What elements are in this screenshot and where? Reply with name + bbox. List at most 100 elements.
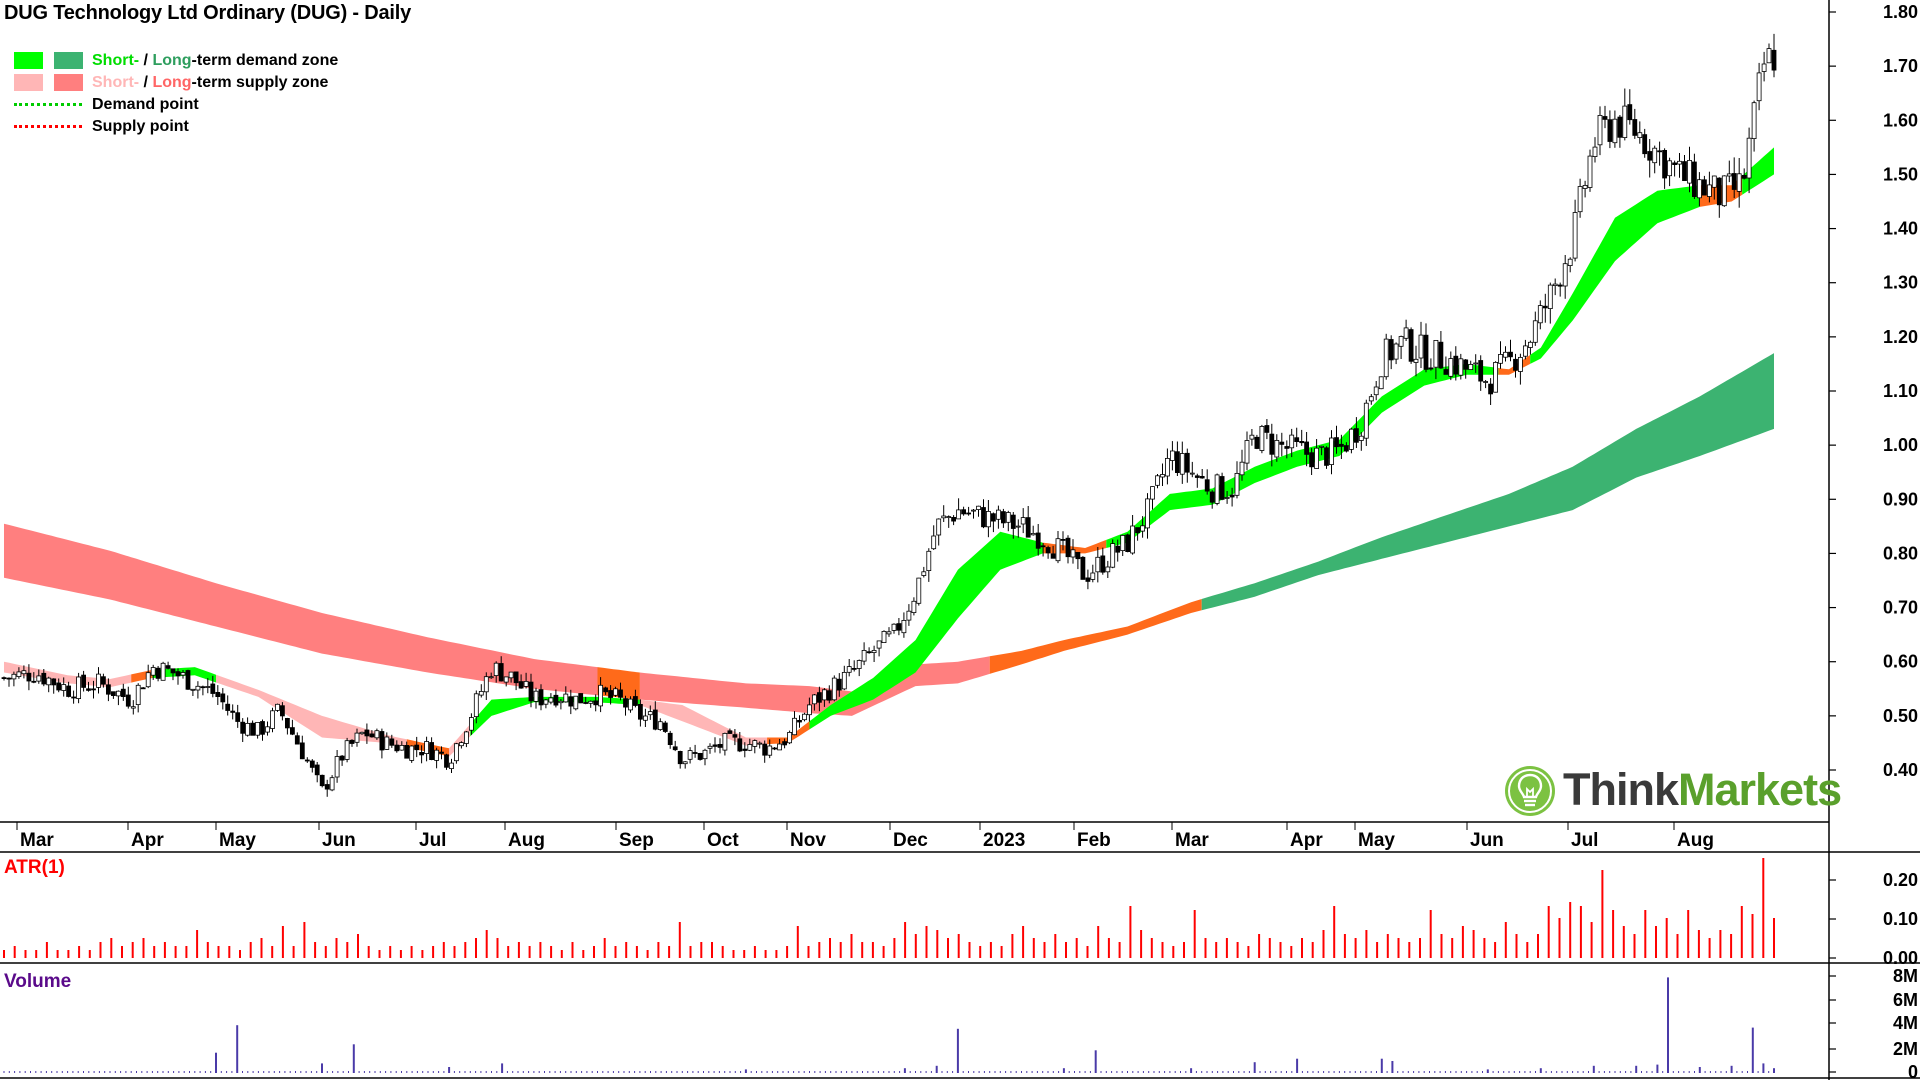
candle-body (1508, 351, 1513, 358)
candle-body (528, 681, 534, 702)
date-tick-label: May (219, 830, 256, 851)
candle-body (1542, 305, 1548, 309)
candle-body (145, 672, 151, 688)
candle-body (135, 684, 141, 705)
candle-body (1090, 572, 1096, 580)
long-term-zone-segment-0 (4, 523, 598, 696)
candle-body (364, 729, 370, 737)
candle-body (856, 660, 862, 669)
candle-body (638, 704, 643, 720)
candle-body (1070, 549, 1076, 558)
candle-body (876, 640, 882, 649)
candle-body (1498, 353, 1503, 364)
long-term-zone-segment-1 (597, 667, 640, 700)
candle-body (543, 699, 549, 705)
candle-body (1736, 173, 1742, 192)
candle-body (712, 744, 718, 747)
candle-body (861, 650, 867, 662)
candle-body (473, 693, 479, 717)
candle-body (1075, 552, 1081, 560)
price-tick-label: 1.00 (1883, 435, 1918, 455)
candle-body (1234, 472, 1240, 496)
candle-body (1443, 369, 1449, 375)
candle-body (1403, 327, 1409, 339)
candle-body (334, 756, 340, 778)
candle-body (344, 740, 350, 760)
price-tick-label: 1.60 (1883, 110, 1918, 130)
candle-body (1299, 440, 1305, 444)
candle-body (1413, 358, 1419, 363)
candle-body (21, 670, 27, 675)
candle-body (951, 517, 956, 522)
candle-body (657, 721, 663, 731)
candle-body (573, 695, 579, 710)
candle-body (1607, 119, 1613, 142)
candle-body (324, 784, 330, 790)
candle-body (911, 600, 917, 613)
legend-demand-short: Short- (92, 52, 140, 69)
candle-body (1562, 263, 1568, 287)
lightbulb-icon (1505, 766, 1555, 816)
candle-body (677, 751, 683, 765)
candle-body (807, 704, 812, 716)
date-tick-label: Jul (1571, 830, 1598, 851)
candle-body (752, 740, 758, 747)
candle-body (304, 759, 310, 762)
candle-body (767, 745, 773, 756)
short-demand-swatch (14, 52, 43, 69)
candle-body (503, 676, 509, 683)
candle-body (936, 518, 942, 536)
candle-body (1662, 149, 1667, 179)
date-tick-label: Dec (893, 830, 928, 851)
date-tick-label: Oct (707, 830, 739, 851)
candle-body (1050, 553, 1056, 559)
candle-body (623, 698, 628, 708)
candle-body (1269, 433, 1275, 455)
candle-body (926, 550, 932, 571)
candle-body (379, 731, 385, 751)
date-tick-label: 2023 (983, 830, 1025, 851)
candle-body (1518, 356, 1523, 372)
candle-body (419, 752, 425, 756)
candle-body (1582, 184, 1588, 189)
atr-tick-label: 0.10 (1883, 909, 1918, 929)
candle-body (200, 686, 206, 689)
candle-body (772, 747, 777, 750)
short-term-zone-segment-3 (216, 674, 407, 748)
date-tick-label: Nov (790, 830, 826, 851)
candle-body (453, 743, 459, 762)
candle-body (439, 751, 444, 754)
candle-body (260, 721, 265, 735)
candle-body (106, 684, 111, 695)
candle-body (1304, 441, 1309, 455)
candle-body (1692, 161, 1697, 197)
candle-body (478, 691, 484, 696)
candle-body (245, 723, 251, 736)
candle-body (394, 744, 400, 752)
candle-body (1637, 132, 1643, 138)
candle-body (265, 726, 270, 733)
legend-supply-suffix: -term supply zone (191, 74, 329, 91)
candle-body (374, 730, 380, 739)
logo-markets: Markets (1678, 764, 1842, 815)
candle-body (1672, 162, 1677, 165)
candle-body (165, 665, 171, 669)
date-tick-label: Aug (508, 830, 545, 851)
legend-supply-point-label: Supply point (92, 118, 189, 135)
candle-body (140, 687, 146, 690)
candle-body (51, 678, 57, 686)
candle-body (1209, 491, 1215, 503)
candle-body (682, 761, 688, 765)
candle-body (76, 676, 81, 700)
price-ticks: 1.80 1.70 1.60 1.50 1.40 1.30 1.20 1.10 1.00 0.90… (1829, 2, 1918, 780)
short-term-zone-segment-8 (767, 721, 810, 745)
price-tick-label: 0.60 (1883, 652, 1918, 672)
candle-body (1040, 545, 1046, 548)
candle-body (329, 777, 335, 791)
candle-body (414, 744, 420, 751)
candle-body (1179, 453, 1185, 475)
candle-body (125, 694, 131, 707)
candle-body (1001, 511, 1006, 524)
candle-body (1349, 428, 1354, 450)
